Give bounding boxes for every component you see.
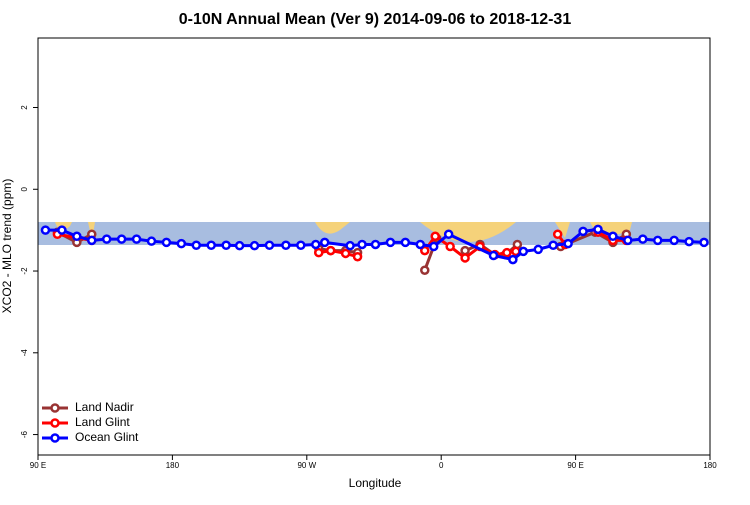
point [508,254,518,265]
point [488,250,499,261]
x-tick-label: 180 [166,461,180,470]
legend-marker [50,433,60,443]
point [264,240,275,251]
point [420,265,430,275]
land-west [55,222,95,240]
point [176,238,187,249]
point [345,240,355,251]
map-band [38,222,710,245]
point [652,235,663,246]
point [221,240,231,251]
plot-frame [37,37,711,456]
point [420,245,430,256]
point [518,246,529,257]
point [161,237,172,248]
ocean-band [38,222,710,245]
point [87,235,97,246]
legend-label: Land Nadir [75,400,134,414]
point [428,241,439,252]
point [502,247,512,258]
point [72,231,82,242]
point [593,224,603,235]
y-tick-label: -2 [20,267,29,275]
point [563,238,573,249]
point [699,237,709,248]
legend-entry: Land Nadir [42,400,134,414]
point [191,240,202,251]
point [445,241,455,252]
series [40,224,709,265]
point [548,240,558,251]
point [623,235,633,246]
point [533,244,544,255]
legend-label: Land Glint [75,415,130,429]
point [281,240,291,251]
point [385,237,396,248]
point [352,251,363,262]
point [460,245,470,256]
point [131,234,142,244]
point [370,239,381,250]
point [57,225,67,235]
x-tick-label: 0 [439,461,444,470]
land-america [315,222,350,234]
y-tick-label: -4 [20,349,29,357]
x-axis-label: Longitude [349,476,402,490]
legend-label: Ocean Glint [75,430,139,444]
point [249,240,260,251]
legend-entry: Ocean Glint [42,430,139,444]
point [638,234,648,244]
point [40,225,51,235]
point [101,234,112,244]
point [340,248,351,259]
point [319,237,330,248]
legend-entry: Land Glint [42,415,130,429]
point [234,240,245,251]
land-asia [555,222,570,238]
x-tick-label: 180 [703,461,717,470]
point [313,247,324,258]
point [669,235,679,246]
point [608,231,618,242]
point [116,234,127,244]
y-axis-label: XCO2 - MLO trend (ppm) [0,179,14,314]
legend-marker [50,418,60,428]
point [146,236,157,246]
y-tick-label: 2 [20,105,29,110]
y-tick-label: 0 [20,186,29,191]
x-tick-label: 90 E [567,461,583,470]
point [460,253,470,263]
point [578,226,588,237]
point [311,239,321,250]
legend-marker [50,403,60,413]
point [400,237,411,248]
point [552,229,563,239]
point [443,229,454,239]
point [415,239,426,250]
point [206,240,216,251]
point [325,245,336,256]
x-tick-label: 90 E [30,461,46,470]
point [430,231,440,242]
point [357,239,367,250]
x-tick-label: 90 W [297,461,316,470]
point [296,240,306,251]
point [684,236,694,247]
y-tick-label: -6 [20,430,29,438]
chart-title: 0-10N Annual Mean (Ver 9) 2014-09-06 to … [179,11,572,28]
